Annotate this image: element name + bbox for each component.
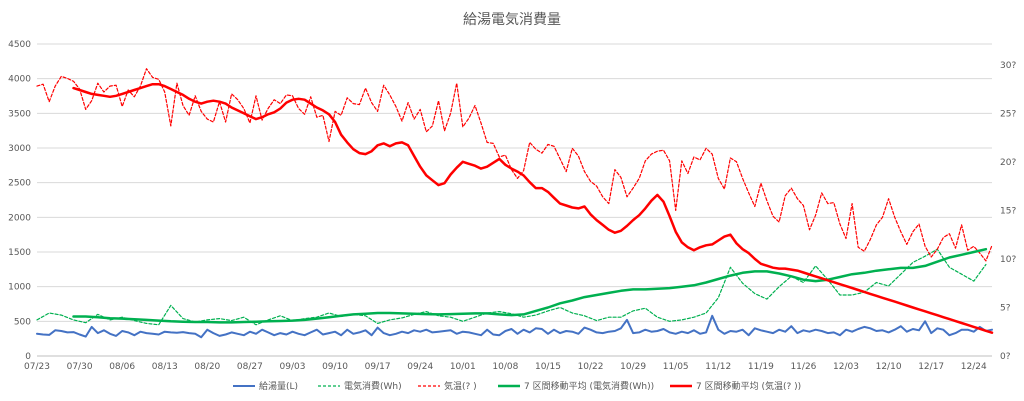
chart-title: 給湯電気消費量: [463, 11, 561, 28]
y2-tick-label: 30?: [1000, 61, 1016, 71]
series-layer: [36, 68, 994, 339]
x-tick-label: 08/13: [152, 362, 178, 372]
x-tick-label: 09/03: [280, 362, 306, 372]
y-tick-label: 3000: [8, 144, 31, 154]
legend: 給湯量(L) 電気消費(Wh) 気温(? ) 7 区間移動平均 (電気消費(Wh)) 7…: [233, 380, 801, 392]
x-tick-label: 11/19: [748, 362, 774, 372]
x-tick-label: 09/17: [365, 362, 391, 372]
y2-tick-label: 15?: [1000, 206, 1016, 216]
y-tick-label: 1000: [8, 283, 31, 293]
x-tick-label: 08/06: [109, 362, 135, 372]
x-tick-label: 11/05: [663, 362, 689, 372]
x-tick-label: 12/03: [833, 362, 859, 372]
y2-tick-label: 5?: [1000, 303, 1011, 313]
x-tick-label: 12/17: [918, 362, 944, 372]
series-line-0: [36, 314, 993, 339]
y-tick-label: 2500: [8, 179, 31, 189]
series-line-3: [72, 247, 988, 324]
y-tick-label: 4500: [8, 40, 31, 50]
series-line-4: [72, 82, 994, 334]
y2-tick-label: 25?: [1000, 109, 1016, 119]
x-tick-label: 08/20: [194, 362, 220, 372]
y-tick-label: 0: [25, 352, 31, 362]
x-tick-label: 10/01: [450, 362, 476, 372]
y-tick-label: 500: [14, 317, 31, 327]
series-line-2: [36, 68, 993, 262]
x-tick-label: 09/24: [407, 362, 433, 372]
legend-label: 7 区間移動平均 (電気消費(Wh)): [524, 380, 654, 392]
grid: [37, 43, 992, 357]
x-tick-label: 12/10: [876, 362, 902, 372]
x-tick-label: 09/10: [322, 362, 348, 372]
x-tick-label: 10/29: [620, 362, 646, 372]
x-tick-label: 07/30: [67, 362, 93, 372]
x-tick-label: 11/26: [790, 362, 816, 372]
x-tick-label: 10/15: [535, 362, 561, 372]
legend-label: 気温(? ): [444, 380, 477, 392]
axes: 0 500 1000 1500 2000 2500 3000 3500 4000 4500 0? 5?…: [8, 40, 1016, 372]
legend-label: 7 区間移動平均 (気温(? )): [696, 380, 801, 392]
x-tick-label: 12/24: [961, 362, 987, 372]
y-tick-label: 4000: [8, 75, 31, 85]
legend-label: 給湯量(L): [259, 380, 298, 392]
x-tick-label: 10/22: [578, 362, 604, 372]
x-tick-label: 08/27: [237, 362, 263, 372]
x-tick-label: 11/12: [705, 362, 731, 372]
y-tick-label: 2000: [8, 213, 31, 223]
y2-tick-label: 0?: [1000, 352, 1011, 362]
y-tick-label: 3500: [8, 109, 31, 119]
y2-tick-label: 10?: [1000, 255, 1016, 265]
y2-tick-label: 20?: [1000, 158, 1016, 168]
y-tick-label: 1500: [8, 248, 31, 258]
x-tick-label: 07/23: [24, 362, 50, 372]
x-tick-label: 10/08: [492, 362, 518, 372]
legend-label: 電気消費(Wh): [344, 380, 402, 392]
